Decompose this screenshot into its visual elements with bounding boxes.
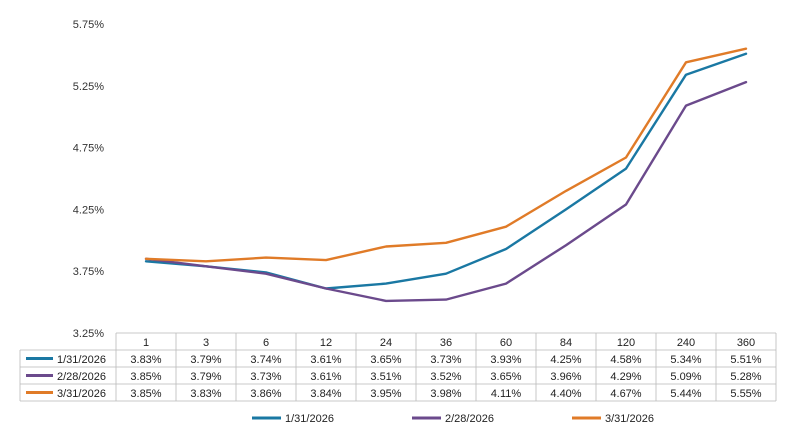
table-cell: 3.52% (430, 371, 461, 383)
table-cell: 3.51% (370, 371, 401, 383)
legend-label: 1/31/2026 (285, 413, 334, 425)
series-line-1 (144, 80, 748, 303)
table-cell: 5.28% (730, 371, 761, 383)
row-series-name: 2/28/2026 (57, 371, 106, 383)
table-cell: 3.86% (250, 388, 281, 400)
table-cell: 3.83% (190, 388, 221, 400)
table-cell: 3.61% (310, 354, 341, 366)
x-tick-label: 60 (500, 337, 512, 349)
table-cell: 3.73% (430, 354, 461, 366)
table-cell: 3.65% (490, 371, 521, 383)
table-cell: 5.44% (670, 388, 701, 400)
x-tick-label: 240 (677, 337, 695, 349)
table-cell: 4.40% (550, 388, 581, 400)
x-tick-label: 120 (617, 337, 635, 349)
table-cell: 3.79% (190, 354, 221, 366)
table-cell: 3.61% (310, 371, 341, 383)
y-tick-label: 4.25% (73, 204, 104, 216)
y-tick-label: 5.25% (73, 81, 104, 93)
legend: 1/31/2026 2/28/2026 3/31/2026 (252, 413, 654, 425)
table-cell: 3.93% (490, 354, 521, 366)
table-cell: 5.09% (670, 371, 701, 383)
table-cell: 3.98% (430, 388, 461, 400)
table-cell: 3.83% (130, 354, 161, 366)
table-cell: 4.67% (610, 388, 641, 400)
x-tick-label: 1 (143, 337, 149, 349)
x-tick-label: 12 (320, 337, 332, 349)
table-cell: 4.11% (491, 388, 522, 400)
x-tick-label: 24 (380, 337, 392, 349)
table-cell: 5.51% (730, 354, 761, 366)
table-cell: 4.29% (610, 371, 641, 383)
x-tick-label: 6 (263, 337, 269, 349)
table-cell: 5.34% (670, 354, 701, 366)
table-cell: 3.79% (190, 371, 221, 383)
table-cell: 4.58% (610, 354, 641, 366)
y-tick-label: 4.75% (73, 143, 104, 155)
table-cell: 3.65% (370, 354, 401, 366)
table-cell: 5.55% (730, 388, 761, 400)
table-cell: 3.84% (310, 388, 341, 400)
row-series-name: 1/31/2026 (57, 354, 106, 366)
series-line-0 (144, 52, 748, 290)
table-cell: 3.85% (130, 371, 161, 383)
table-cell: 3.96% (550, 371, 581, 383)
x-tick-label: 84 (560, 337, 572, 349)
y-tick-label: 3.75% (73, 266, 104, 278)
table-cell: 3.74% (250, 354, 281, 366)
y-tick-label: 3.25% (73, 328, 104, 340)
legend-label: 2/28/2026 (445, 413, 494, 425)
x-tick-label: 3 (203, 337, 209, 349)
table-cell: 4.25% (550, 354, 581, 366)
y-tick-label: 5.75% (73, 19, 104, 31)
legend-label: 3/31/2026 (605, 413, 654, 425)
table-cell: 3.73% (250, 371, 281, 383)
data-table-grid (19, 332, 777, 402)
table-cell: 3.85% (130, 388, 161, 400)
series-line-2 (144, 47, 748, 263)
x-tick-label: 360 (737, 337, 755, 349)
y-axis: 3.25% 3.75% 4.25% 4.75% 5.25% 5.75% (73, 19, 104, 340)
row-series-name: 3/31/2026 (57, 388, 106, 400)
table-cell: 3.95% (370, 388, 401, 400)
x-tick-label: 36 (440, 337, 452, 349)
plot-area (144, 47, 748, 303)
